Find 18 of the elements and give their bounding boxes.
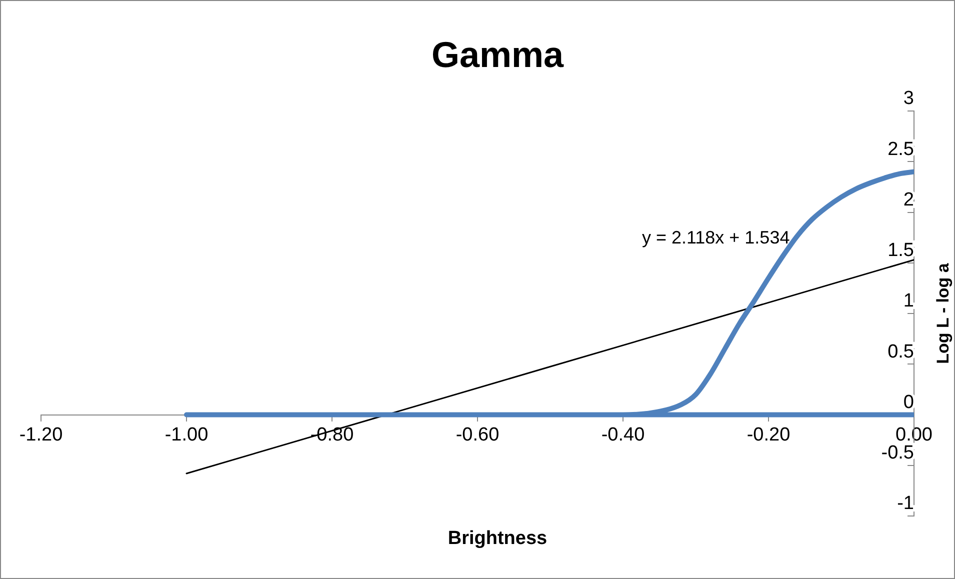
y-tick-label: 0 [903, 392, 914, 413]
y-tick-label: -0.5 [881, 442, 914, 464]
x-tick-label: -1.20 [19, 424, 63, 446]
y-tick-label: 1.5 [888, 240, 914, 262]
y-tick-label: 2 [903, 189, 914, 210]
y-tick-label: 3 [903, 88, 914, 110]
x-tick-label: -0.20 [746, 424, 790, 446]
y-tick-label: 1 [903, 290, 914, 312]
x-tick-label: -0.40 [601, 424, 645, 446]
chart-title: Gamma [431, 34, 565, 75]
y-tick-label: -1 [897, 493, 914, 514]
y-tick-label: 0.5 [888, 341, 914, 362]
x-tick-label: -0.60 [456, 424, 500, 446]
x-axis-title: Brightness [448, 528, 548, 550]
annotation: y = 2.118x + 1.534 [642, 228, 790, 248]
y-tick-label: 2.5 [888, 138, 914, 160]
x-tick-label: -1.00 [164, 424, 208, 446]
y-axis-title: Log L - log a [934, 262, 953, 364]
